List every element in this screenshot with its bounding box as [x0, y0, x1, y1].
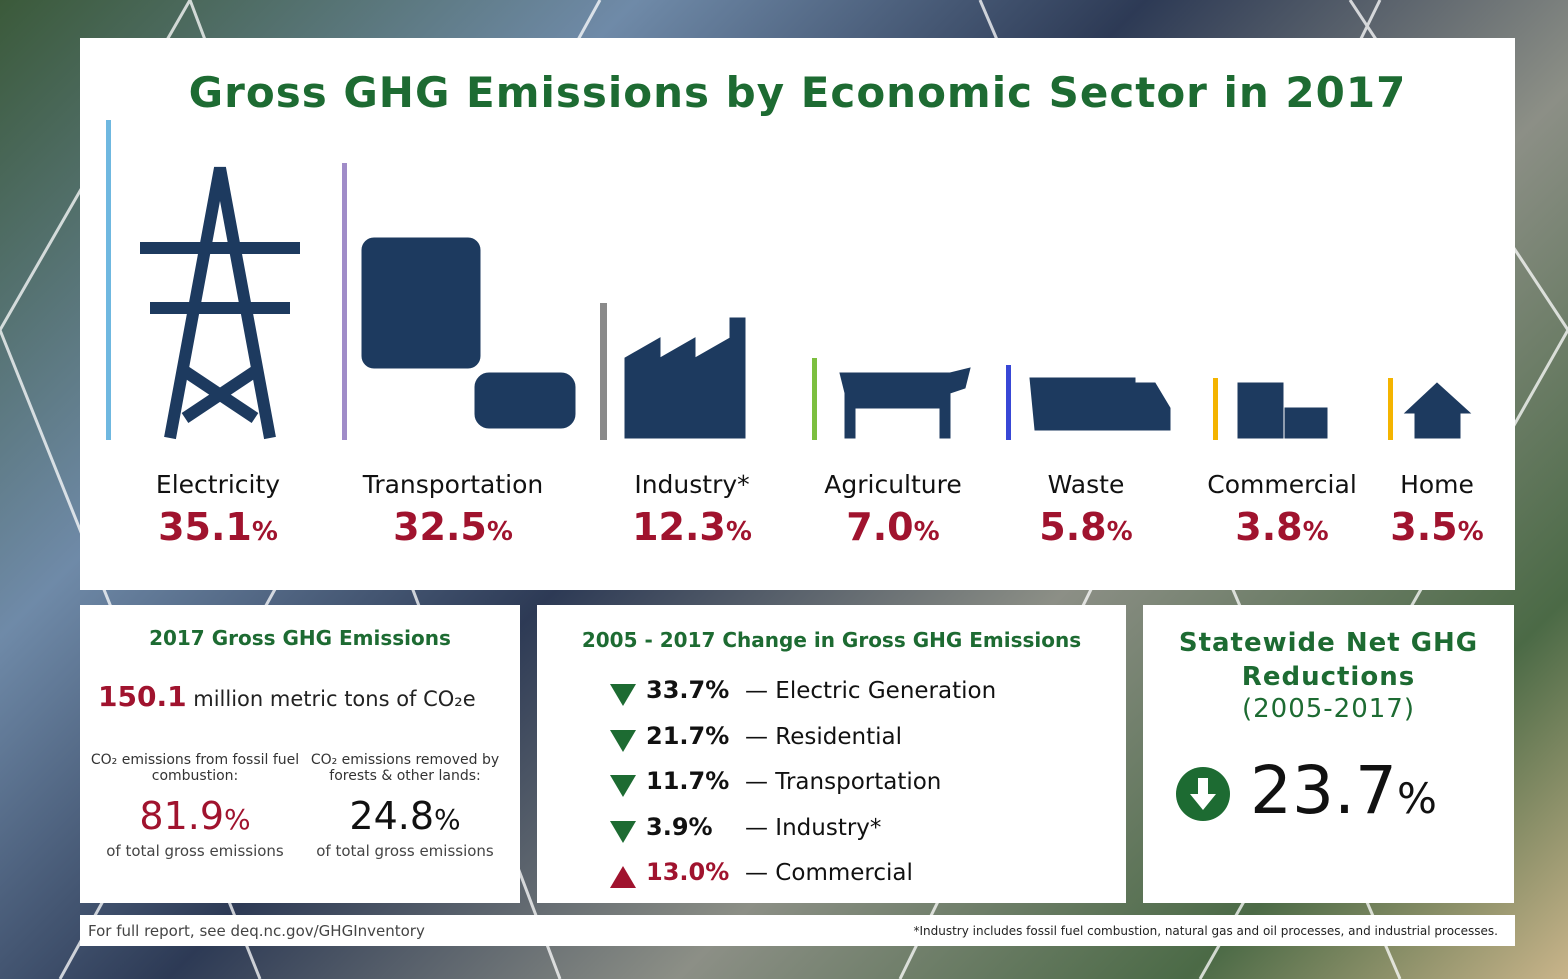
sector-unit: % — [252, 517, 278, 547]
sector-value: 35.1 — [158, 505, 252, 549]
gross-item-unit: % — [224, 803, 251, 836]
change-label: — Residential — [745, 724, 902, 750]
gross-item-unit: % — [434, 803, 461, 836]
sector-value: 7.0 — [846, 505, 913, 549]
gross-item-note: of total gross emissions — [90, 842, 300, 860]
change-value: 11.7% — [646, 767, 729, 795]
net-unit: % — [1397, 774, 1437, 823]
sector-unit: % — [1107, 517, 1133, 547]
sector-unit: % — [1303, 517, 1329, 547]
sector-name: Electricity — [118, 470, 318, 499]
gross-amount: 150.1 — [98, 680, 187, 713]
change-label: — Commercial — [745, 860, 913, 886]
gross-item-label: CO₂ emissions from fossil fuel combustio… — [90, 752, 300, 784]
net-period: (2005-2017) — [1143, 694, 1514, 724]
gross-amount-line: 150.1 million metric tons of CO₂e — [98, 680, 476, 713]
sector-unit: % — [726, 517, 752, 547]
infographic: Gross GHG Emissions by Economic Sector i… — [0, 0, 1568, 979]
change-label: — Industry* — [745, 815, 881, 841]
change-label: — Transportation — [745, 769, 941, 795]
down-triangle — [610, 730, 636, 752]
down-arrow-icon — [1175, 766, 1231, 822]
up-triangle — [610, 866, 636, 888]
sector-name: Transportation — [353, 470, 553, 499]
change-title: 2005 - 2017 Change in Gross GHG Emission… — [537, 628, 1126, 652]
down-triangle — [610, 821, 636, 843]
sector-value: 3.5 — [1390, 505, 1457, 549]
net-value: 23.7 — [1250, 752, 1397, 829]
change-label: — Electric Generation — [745, 678, 996, 704]
sector-unit: % — [487, 517, 513, 547]
gross-item-share: 81.9% — [90, 794, 300, 838]
gross-amount-text: million metric tons of CO₂e — [193, 687, 475, 711]
sector-name: Home — [1337, 470, 1537, 499]
sector-icons — [80, 38, 1515, 458]
gross-item-label: CO₂ emissions removed by forests & other… — [300, 752, 510, 784]
sector-share: 3.5% — [1337, 505, 1537, 549]
sector-share: 7.0% — [793, 505, 993, 549]
gross-item-share: 24.8% — [300, 794, 510, 838]
gross-item-value: 24.8 — [349, 794, 434, 838]
sector-share: 12.3% — [592, 505, 792, 549]
gross-title: 2017 Gross GHG Emissions — [80, 626, 520, 650]
sector-value: 32.5 — [393, 505, 487, 549]
net-title: Statewide Net GHG Reductions — [1163, 626, 1494, 694]
sector-share: 5.8% — [986, 505, 1186, 549]
sector-name: Waste — [986, 470, 1186, 499]
gross-item-note: of total gross emissions — [300, 842, 510, 860]
change-value: 3.9% — [646, 813, 713, 841]
sector-unit: % — [914, 517, 940, 547]
footer-right: *Industry includes fossil fuel combustio… — [913, 924, 1498, 938]
sector-value: 3.8 — [1235, 505, 1302, 549]
net-value-line: 23.7% — [1250, 752, 1437, 829]
gross-item-value: 81.9 — [139, 794, 224, 838]
footer-left: For full report, see deq.nc.gov/GHGInven… — [88, 922, 425, 940]
change-value: 21.7% — [646, 722, 729, 750]
sector-name: Agriculture — [793, 470, 993, 499]
sector-unit: % — [1458, 517, 1484, 547]
change-value: 13.0% — [646, 858, 729, 886]
down-triangle — [610, 775, 636, 797]
change-value: 33.7% — [646, 676, 729, 704]
sector-name: Industry* — [592, 470, 792, 499]
sector-share: 35.1% — [118, 505, 318, 549]
sector-share: 32.5% — [353, 505, 553, 549]
sector-value: 12.3 — [632, 505, 726, 549]
down-triangle — [610, 684, 636, 706]
sector-value: 5.8 — [1039, 505, 1106, 549]
